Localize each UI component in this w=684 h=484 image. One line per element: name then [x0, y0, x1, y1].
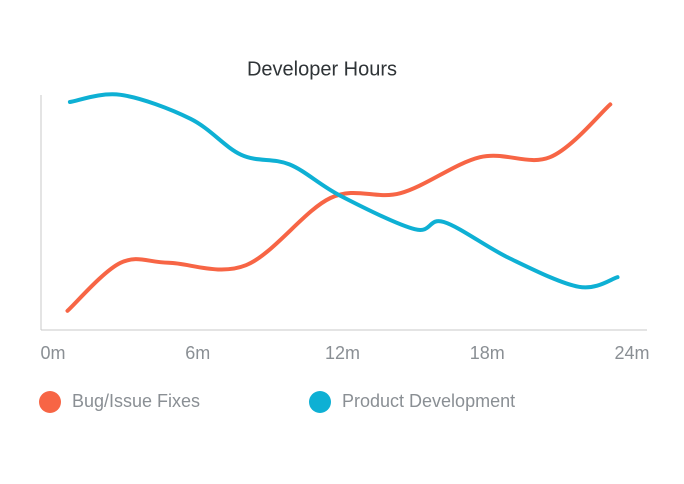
series-line: [65, 102, 613, 313]
x-tick-label: 24m: [614, 343, 649, 363]
legend-swatch: [309, 391, 331, 413]
x-tick-label: 12m: [325, 343, 360, 363]
chart-title: Developer Hours: [247, 58, 397, 80]
x-tick-label: 6m: [185, 343, 210, 363]
legend-label: Product Development: [342, 391, 515, 411]
x-tick-label: 18m: [470, 343, 505, 363]
series-line: [67, 92, 620, 290]
legend-swatch: [39, 391, 61, 413]
x-tick-label: 0m: [40, 343, 65, 363]
legend-label: Bug/Issue Fixes: [72, 391, 200, 411]
